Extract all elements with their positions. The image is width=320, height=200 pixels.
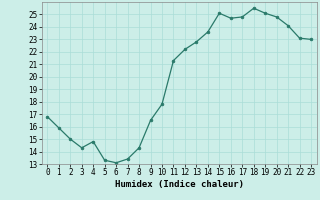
- X-axis label: Humidex (Indice chaleur): Humidex (Indice chaleur): [115, 180, 244, 189]
